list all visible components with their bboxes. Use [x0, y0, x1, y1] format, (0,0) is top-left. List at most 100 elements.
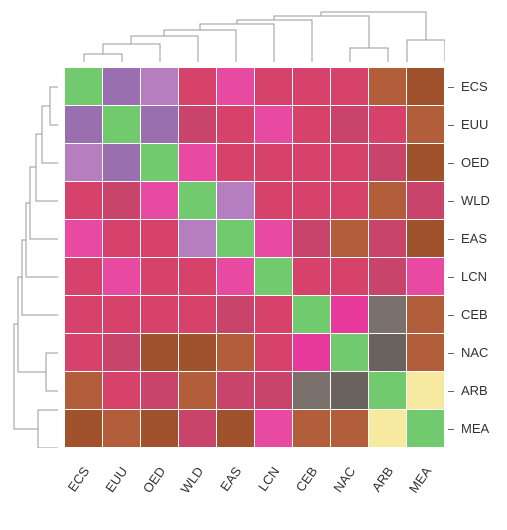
cell — [331, 144, 368, 181]
col-label: MEA — [406, 464, 434, 496]
row-label: EAS — [461, 231, 487, 246]
cell — [65, 106, 102, 143]
cell — [103, 372, 140, 409]
cell — [217, 106, 254, 143]
cell — [141, 334, 178, 371]
cell — [331, 410, 368, 447]
cell — [65, 258, 102, 295]
cell — [255, 372, 292, 409]
cell — [179, 182, 216, 219]
cell — [103, 220, 140, 257]
cell — [293, 220, 330, 257]
row-label: WLD — [461, 193, 490, 208]
col-label: NAC — [330, 464, 358, 495]
row-label: ECS — [461, 79, 488, 94]
row-label: NAC — [461, 345, 488, 360]
cell — [293, 410, 330, 447]
cell — [179, 68, 216, 105]
cell — [369, 144, 406, 181]
cell — [217, 296, 254, 333]
row-tick — [448, 277, 454, 278]
cell — [255, 410, 292, 447]
cell — [331, 258, 368, 295]
cell — [407, 334, 444, 371]
cell — [369, 68, 406, 105]
heatmap-grid — [65, 68, 445, 448]
cell — [331, 372, 368, 409]
row-tick — [448, 429, 454, 430]
cell — [217, 68, 254, 105]
cell — [407, 182, 444, 219]
row-tick — [448, 391, 454, 392]
cell — [65, 334, 102, 371]
cell — [369, 372, 406, 409]
cell — [331, 334, 368, 371]
row-tick — [448, 125, 454, 126]
cell — [179, 296, 216, 333]
cell — [65, 68, 102, 105]
cell — [217, 220, 254, 257]
cell — [293, 106, 330, 143]
cell — [369, 106, 406, 143]
cell — [65, 410, 102, 447]
cell — [255, 182, 292, 219]
cell — [369, 220, 406, 257]
cell — [141, 410, 178, 447]
cell — [179, 144, 216, 181]
cell — [103, 296, 140, 333]
cell — [65, 372, 102, 409]
cell — [217, 372, 254, 409]
cell — [407, 258, 444, 295]
row-tick — [448, 87, 454, 88]
row-label: MEA — [461, 421, 489, 436]
cell — [293, 68, 330, 105]
cell — [331, 296, 368, 333]
cell — [293, 182, 330, 219]
cell — [65, 182, 102, 219]
cell — [217, 410, 254, 447]
col-label: LCN — [255, 464, 282, 494]
cell — [369, 182, 406, 219]
cell — [217, 144, 254, 181]
row-tick — [448, 163, 454, 164]
cell — [141, 258, 178, 295]
cell — [103, 258, 140, 295]
cell — [141, 220, 178, 257]
cell — [65, 220, 102, 257]
cell — [255, 68, 292, 105]
col-label: OED — [140, 464, 168, 496]
cell — [217, 334, 254, 371]
cell — [103, 410, 140, 447]
row-tick — [448, 239, 454, 240]
cell — [179, 410, 216, 447]
cell — [369, 410, 406, 447]
cell — [407, 296, 444, 333]
col-label: EUU — [102, 464, 130, 495]
cell — [179, 220, 216, 257]
cell — [293, 372, 330, 409]
cell — [179, 372, 216, 409]
cell — [141, 68, 178, 105]
left-dendrogram — [8, 68, 58, 448]
col-label: ARB — [369, 464, 397, 495]
cell — [179, 106, 216, 143]
cell — [255, 144, 292, 181]
cell — [103, 106, 140, 143]
cell — [407, 144, 444, 181]
cell — [407, 68, 444, 105]
row-tick — [448, 201, 454, 202]
col-label: EAS — [217, 464, 244, 494]
row-label: ARB — [461, 383, 488, 398]
cell — [179, 334, 216, 371]
col-label: CEB — [293, 464, 321, 495]
cell — [179, 258, 216, 295]
row-label: CEB — [461, 307, 488, 322]
top-dendrogram — [65, 8, 445, 62]
col-label: ECS — [65, 464, 93, 495]
cell — [217, 182, 254, 219]
cell — [331, 68, 368, 105]
cell — [217, 258, 254, 295]
cell — [369, 296, 406, 333]
cell — [407, 106, 444, 143]
row-label: OED — [461, 155, 489, 170]
